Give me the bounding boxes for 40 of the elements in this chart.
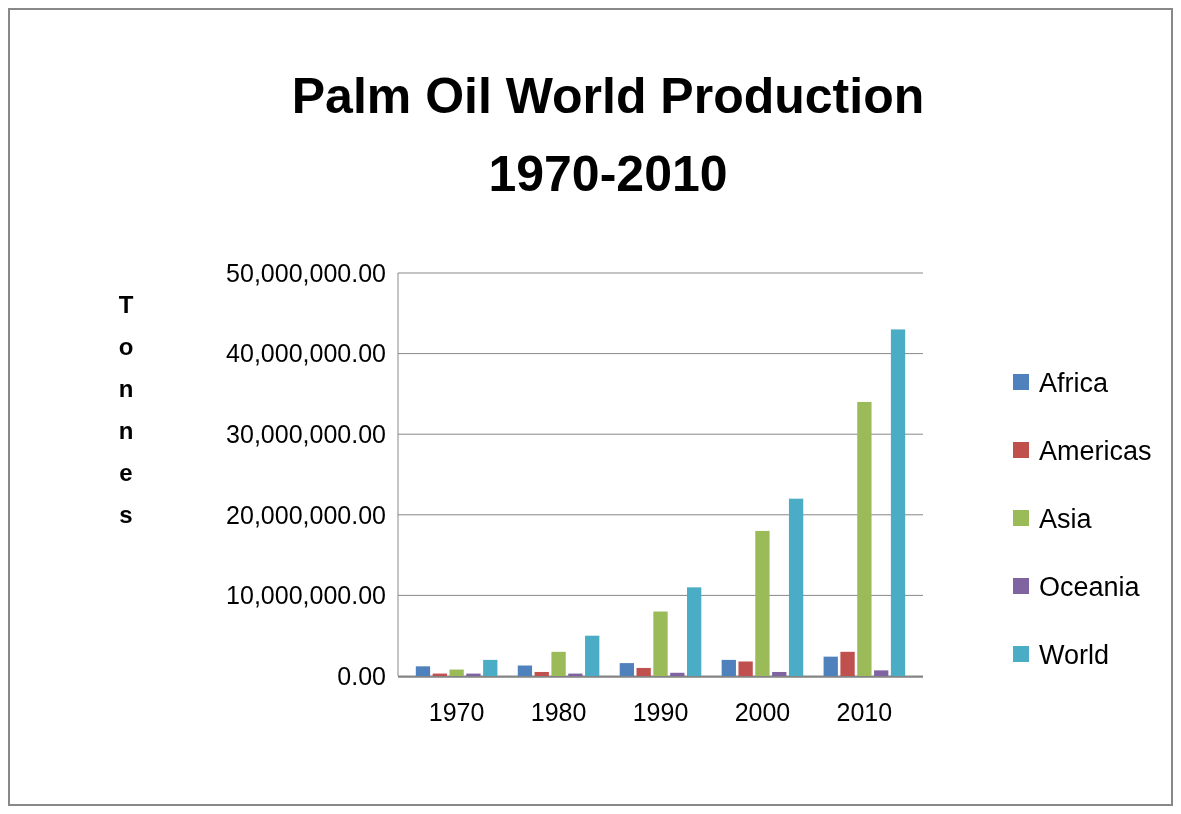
bar (721, 659, 736, 676)
bar (551, 651, 566, 676)
bar (738, 661, 753, 676)
bar (517, 665, 533, 676)
x-tick-label: 1990 (632, 698, 689, 726)
bar (653, 611, 668, 676)
bar (585, 635, 600, 676)
bar (449, 669, 464, 676)
bar (840, 651, 855, 676)
legend-label: Africa (1039, 368, 1109, 399)
bar (788, 498, 804, 676)
bar (636, 667, 651, 676)
legend-label: Asia (1039, 504, 1093, 535)
bar (823, 656, 838, 676)
y-tick-label: 10,000,000.00 (226, 581, 386, 610)
x-tick-label: 2000 (734, 698, 791, 726)
bar (670, 672, 685, 676)
bar (687, 587, 702, 676)
bar (534, 671, 549, 676)
bar (619, 663, 634, 676)
y-axis-title: Tonnes (118, 291, 134, 528)
y-tick-label: 50,000,000.00 (226, 258, 386, 287)
bar (483, 659, 498, 676)
bar (857, 401, 872, 676)
y-tick-label: 20,000,000.00 (226, 500, 386, 529)
x-tick-label: 2010 (836, 698, 893, 726)
x-tick-label: 1970 (428, 698, 485, 726)
bar (755, 530, 770, 676)
legend-label: Oceania (1039, 572, 1141, 603)
y-tick-label: 0.00 (337, 661, 386, 690)
x-tick-label: 1980 (530, 698, 587, 726)
chart-title: Palm Oil World Production 1970-2010 (291, 68, 925, 202)
legend-label: World (1039, 640, 1110, 671)
bar (874, 670, 889, 676)
bar (772, 671, 787, 676)
y-tick-label: 40,000,000.00 (226, 339, 386, 368)
y-tick-label: 30,000,000.00 (226, 419, 386, 448)
legend-label: Americas (1039, 436, 1152, 467)
bar (415, 666, 431, 676)
bar (890, 329, 906, 676)
